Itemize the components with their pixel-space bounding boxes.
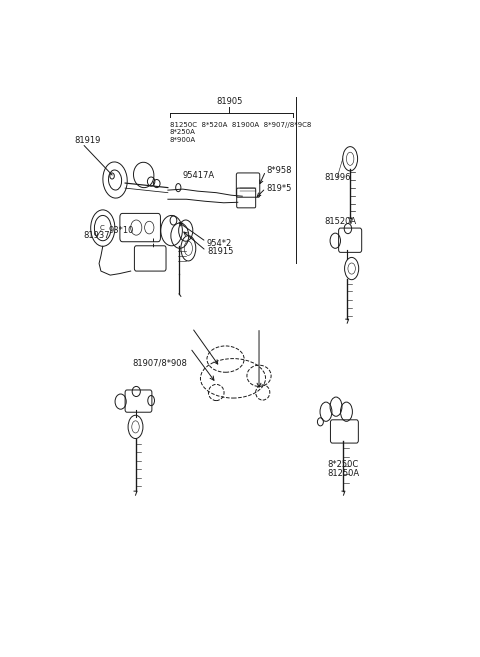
Text: 81520A: 81520A bbox=[324, 217, 356, 226]
Text: 81907/8*908: 81907/8*908 bbox=[132, 359, 187, 368]
Text: 954*2: 954*2 bbox=[207, 238, 232, 248]
Text: 8*250A: 8*250A bbox=[170, 129, 196, 135]
Text: 95417A: 95417A bbox=[183, 171, 215, 181]
Text: C: C bbox=[99, 225, 104, 231]
Text: 819*5: 819*5 bbox=[266, 183, 292, 193]
Text: 81250C  8*520A  81900A  8*907//8*9C8: 81250C 8*520A 81900A 8*907//8*9C8 bbox=[170, 122, 311, 128]
Text: 81250A: 81250A bbox=[328, 469, 360, 478]
Text: 81905: 81905 bbox=[216, 97, 242, 106]
Text: 8*250C: 8*250C bbox=[328, 460, 359, 469]
Text: 81915: 81915 bbox=[207, 247, 233, 256]
Text: 8*900A: 8*900A bbox=[170, 137, 196, 143]
Text: 8*958: 8*958 bbox=[266, 166, 292, 175]
Text: 81996: 81996 bbox=[324, 173, 350, 182]
Text: 81919: 81919 bbox=[74, 136, 100, 145]
Text: 93*10: 93*10 bbox=[108, 226, 134, 235]
Text: 81937: 81937 bbox=[83, 231, 110, 240]
